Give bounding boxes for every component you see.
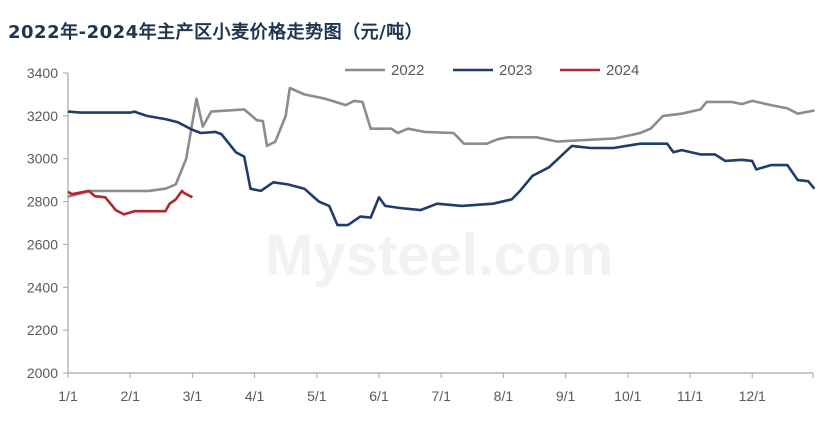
- legend-item-2023: 2023: [453, 62, 532, 79]
- y-tick-label: 2400: [27, 279, 58, 295]
- series-line-2024: [67, 189, 193, 216]
- y-tick-label: 2600: [27, 236, 58, 252]
- y-tick-label: 2800: [27, 194, 58, 210]
- x-tick-label: 8/1: [494, 388, 514, 404]
- y-tick-label: 2000: [27, 365, 58, 381]
- legend-item-2022: 2022: [345, 62, 424, 79]
- x-tick-label: 4/1: [245, 388, 265, 404]
- y-tick-label: 3400: [27, 65, 58, 81]
- x-tick-label: 5/1: [307, 388, 327, 404]
- series-2023: [67, 110, 816, 227]
- y-tick-label: 3000: [27, 151, 58, 167]
- x-tick-label: 11/1: [677, 388, 703, 404]
- legend-label: 2024: [606, 62, 639, 79]
- legend-label: 2022: [391, 62, 424, 79]
- x-tick-label: 2/1: [120, 388, 140, 404]
- legend-item-2024: 2024: [560, 62, 639, 79]
- x-tick-label: 10/1: [614, 388, 641, 404]
- x-tick-label: 1/1: [58, 388, 78, 404]
- chart-title: 2022年-2024年主产区小麦价格走势图（元/吨）: [8, 22, 424, 43]
- y-tick-label: 3200: [27, 108, 58, 124]
- series-2024: [67, 189, 193, 216]
- legend-label: 2023: [499, 62, 532, 79]
- x-tick-label: 7/1: [431, 388, 451, 404]
- series-line-2022: [67, 86, 815, 198]
- series-line-2023: [67, 110, 816, 227]
- x-tick-label: 3/1: [183, 388, 203, 404]
- x-tick-label: 12/1: [739, 388, 766, 404]
- x-tick-label: 9/1: [556, 388, 576, 404]
- y-tick-label: 2200: [27, 322, 58, 338]
- watermark: Mysteel.com: [265, 223, 613, 288]
- series-2022: [67, 86, 815, 198]
- x-tick-label: 6/1: [369, 388, 389, 404]
